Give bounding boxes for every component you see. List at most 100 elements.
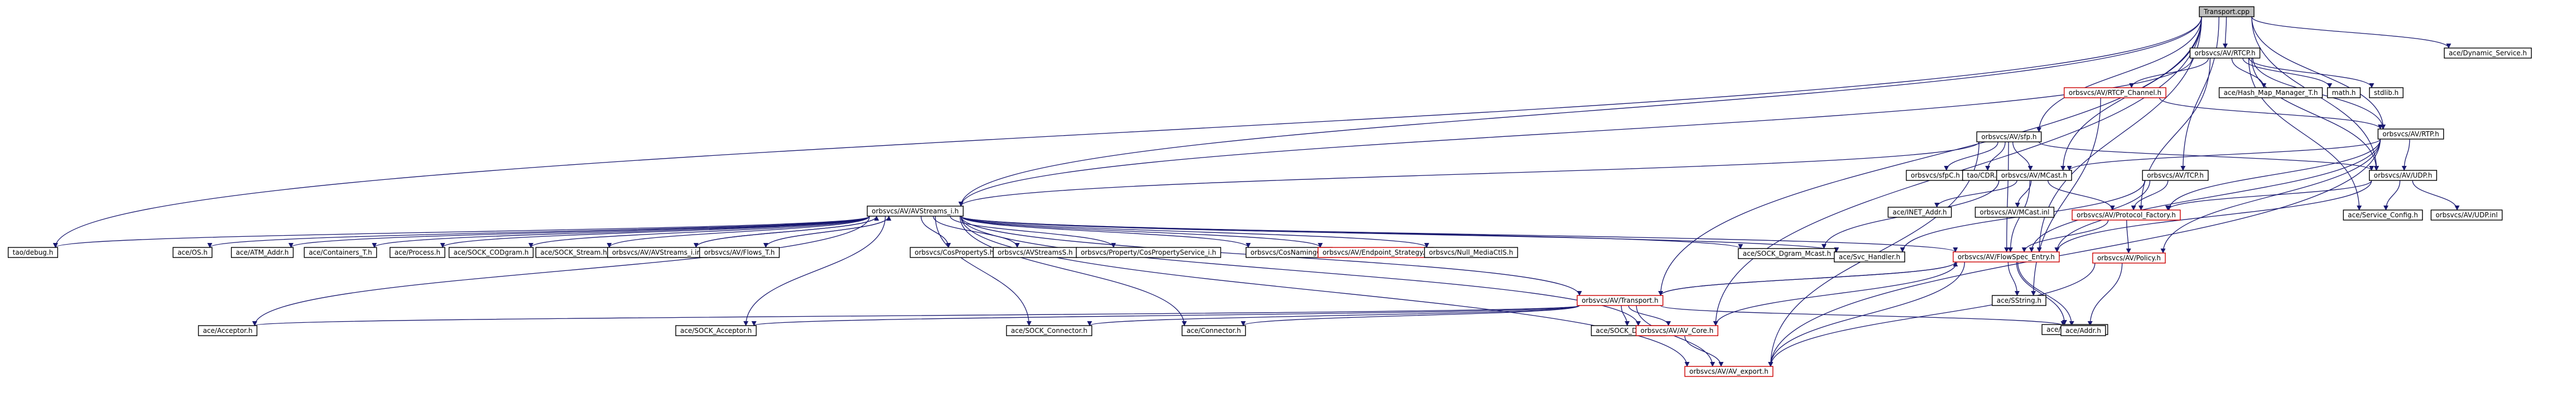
node-svc-handler-h[interactable]: ace/Svc_Handler.h: [1834, 251, 1905, 263]
node-sock-acceptor-h[interactable]: ace/SOCK_Acceptor.h: [675, 325, 757, 336]
edge-policy-h-to-av-export-h: [1768, 263, 2096, 367]
node-label: ace/Svc_Handler.h: [1839, 253, 1900, 261]
node-sock-stream-h[interactable]: ace/SOCK_Stream.h: [535, 247, 612, 258]
node-null-mediactls-h[interactable]: orbsvcs/Null_MediaCtlS.h: [1424, 247, 1518, 258]
node-atm-addr-h[interactable]: ace/ATM_Addr.h: [230, 247, 294, 258]
node-sock-codgram-h[interactable]: ace/SOCK_CODgram.h: [448, 247, 534, 258]
node-containers-t-h[interactable]: ace/Containers_T.h: [304, 247, 377, 258]
node-ace-os-h[interactable]: ace/OS.h: [172, 247, 213, 258]
node-rtcp-h[interactable]: orbsvcs/AV/RTCP.h: [2189, 47, 2261, 59]
node-label: orbsvcs/AV/AVStreams_i.inl: [612, 249, 703, 256]
node-udp-inl[interactable]: orbsvcs/AV/UDP.inl: [2430, 209, 2503, 221]
node-av-core-h[interactable]: orbsvcs/AV/AV_Core.h: [1635, 325, 1719, 336]
node-flowspec-entry-h[interactable]: orbsvcs/AV/FlowSpec_Entry.h: [1953, 251, 2060, 263]
node-tao-debug-h[interactable]: tao/debug.h: [7, 247, 59, 258]
edge-udp-h-to-protocol-factory-h: [2165, 180, 2372, 211]
node-label: orbsvcs/AV/Transport.h: [1582, 297, 1659, 304]
edge-rtp-h-to-mcast-h: [2066, 139, 2381, 171]
node-cospropertys-h[interactable]: orbsvcs/CosPropertyS.h: [910, 247, 999, 258]
edge-avstreams-i-h-to-av-export-h: [960, 216, 1690, 367]
edge-transport-cpp-to-avstreams-i-h: [958, 16, 2202, 207]
node-label: orbsvcs/Property/CosPropertyService_i.h: [1081, 249, 1217, 256]
node-label: ace/ATM_Addr.h: [236, 249, 289, 256]
node-transport-h[interactable]: orbsvcs/AV/Transport.h: [1577, 295, 1664, 306]
edge-avstreams-i-h-to-sock-codgram-h: [528, 216, 870, 248]
edge-flows-t-h-to-avstreams-i-h: [765, 216, 892, 248]
node-label: ace/Addr.h: [2065, 327, 2101, 335]
node-sock-dgram-mcast-h[interactable]: ace/SOCK_Dgram_Mcast.h: [1738, 248, 1836, 259]
edge-protocol-factory-h-to-flowspec-entry-h: [2021, 220, 2109, 252]
node-sfp-h[interactable]: orbsvcs/AV/sfp.h: [1976, 131, 2042, 142]
edge-av-core-h-to-av-export-h: [1684, 335, 1724, 367]
node-transport-cpp[interactable]: Transport.cpp: [2199, 6, 2255, 17]
node-label: ace/SOCK_CODgram.h: [454, 249, 529, 256]
node-sock-connector-h[interactable]: ace/SOCK_Connector.h: [1006, 325, 1093, 336]
node-label: orbsvcs/AV/UDP.inl: [2435, 211, 2497, 219]
node-label: ace/Hash_Map_Manager_T.h: [2224, 89, 2318, 97]
node-process-h[interactable]: ace/Process.h: [390, 247, 445, 258]
node-udp-h[interactable]: orbsvcs/AV/UDP.h: [2368, 170, 2438, 181]
node-ace-addr-h[interactable]: ace/Addr.h: [2060, 325, 2106, 336]
edge-transport-cpp-to-rtcp-h: [2222, 16, 2228, 49]
edge-transport-cpp-to-tao-debug-h: [52, 16, 2202, 248]
node-box: [390, 247, 445, 258]
node-stdlib-h[interactable]: stdlib.h: [2369, 87, 2404, 98]
node-acceptor-h[interactable]: ace/Acceptor.h: [198, 325, 258, 336]
node-hash-map-manager-t-h[interactable]: ace/Hash_Map_Manager_T.h: [2218, 87, 2323, 98]
node-net-addr-h[interactable]: ace/INET_Addr.h: [1887, 207, 1952, 218]
node-label: ace/SOCK_Connector.h: [1011, 327, 1088, 335]
edge-rtcp-h-to-service-config-h: [2248, 58, 2362, 211]
node-avstreamss-h[interactable]: orbsvcs/AVStreamsS.h: [993, 247, 1078, 258]
node-endpoint-strategy-h[interactable]: orbsvcs/AV/Endpoint_Strategy.h: [1318, 247, 1434, 258]
node-box: [1996, 170, 2072, 181]
node-label: orbsvcs/AV/MCast.h: [2001, 171, 2067, 179]
node-av-export-h[interactable]: orbsvcs/AV/AV_export.h: [1684, 366, 1774, 377]
edge-rtp-h-to-protocol-factory-h: [2166, 139, 2381, 211]
edge-rtp-h-to-udp-h: [2401, 139, 2410, 171]
edge-sfp-h-to-tao-cdr-h: [1985, 141, 2006, 171]
edge-transport-h-to-ace-addr-h: [1660, 305, 2066, 326]
node-label: ace/SString.h: [1997, 297, 2041, 304]
node-box: [1992, 295, 2046, 306]
node-sfpc-h[interactable]: orbsvcs/sfpC.h: [1906, 170, 1965, 181]
node-label: orbsvcs/AV/AV_Core.h: [1641, 327, 1714, 335]
edge-rtp-h-to-policy-h: [2160, 139, 2381, 254]
node-box: [2327, 87, 2361, 98]
node-service-config-h[interactable]: ace/Service_Config.h: [2343, 209, 2423, 221]
edge-avstreams-i-h-to-sock-acceptor-h: [743, 216, 886, 326]
node-label: ace/Dynamic_Service.h: [2449, 49, 2527, 57]
edge-udp-h-to-udp-inl: [2412, 180, 2460, 211]
node-label: tao/CDR.h: [1967, 171, 2001, 179]
edge-avstreams-i-h-to-sock-stream-h: [607, 216, 870, 248]
node-math-h[interactable]: math.h: [2327, 87, 2361, 98]
node-cospropertyservice-i-h[interactable]: orbsvcs/Property/CosPropertyService_i.h: [1075, 247, 1222, 258]
node-label: orbsvcs/sfpC.h: [1911, 171, 1960, 179]
node-box: [7, 247, 59, 258]
node-connector-h[interactable]: ace/Connector.h: [1181, 325, 1246, 336]
node-box: [448, 247, 534, 258]
edge-tcp-h-to-protocol-factory-h: [2131, 180, 2169, 211]
node-tcp-h[interactable]: orbsvcs/AV/TCP.h: [2142, 170, 2209, 181]
node-rtp-h[interactable]: orbsvcs/AV/RTP.h: [2377, 128, 2444, 140]
node-mcast-h[interactable]: orbsvcs/AV/MCast.h: [1996, 170, 2072, 181]
edge-transport-h-to-acceptor-h: [252, 305, 1580, 326]
node-protocol-factory-h[interactable]: orbsvcs/AV/Protocol_Factory.h: [2072, 209, 2181, 221]
edge-sfp-h-to-sfpc-h: [1944, 141, 1998, 171]
edge-avstreams-i-inl-to-avstreams-i-h: [695, 216, 880, 248]
node-avstreams-i-h[interactable]: orbsvcs/AV/AVStreams_i.h: [867, 206, 964, 217]
node-box: [1684, 366, 1774, 377]
node-label: ace/Service_Config.h: [2348, 211, 2418, 219]
node-rtcp-channel-h[interactable]: orbsvcs/AV/RTCP_Channel.h: [2064, 87, 2166, 98]
edge-avstreams-i-h-to-tao-debug-h: [53, 216, 870, 248]
node-mcast-inl[interactable]: orbsvcs/AV/MCast.inl: [1974, 207, 2055, 218]
node-policy-h[interactable]: orbsvcs/AV/Policy.h: [2092, 252, 2166, 264]
node-avstreams-i-inl[interactable]: orbsvcs/AV/AVStreams_i.inl: [607, 247, 708, 258]
node-label: orbsvcs/AV/UDP.h: [2374, 171, 2433, 179]
edge-avstreams-i-h-to-avstreamss-h: [933, 216, 1020, 248]
node-label: ace/SOCK_Acceptor.h: [680, 327, 752, 335]
graph-nodes: Transport.cpp orbsvcs/AV/RTCP.h ace/Dynami…: [7, 6, 2532, 377]
node-dynamic-service-h[interactable]: ace/Dynamic_Service.h: [2444, 47, 2532, 59]
node-flows-t-h[interactable]: orbsvcs/AV/Flows_T.h: [699, 247, 780, 258]
node-sstring-h[interactable]: ace/SString.h: [1992, 295, 2046, 306]
edge-avstreams-i-h-to-atm-addr-h: [289, 216, 870, 248]
